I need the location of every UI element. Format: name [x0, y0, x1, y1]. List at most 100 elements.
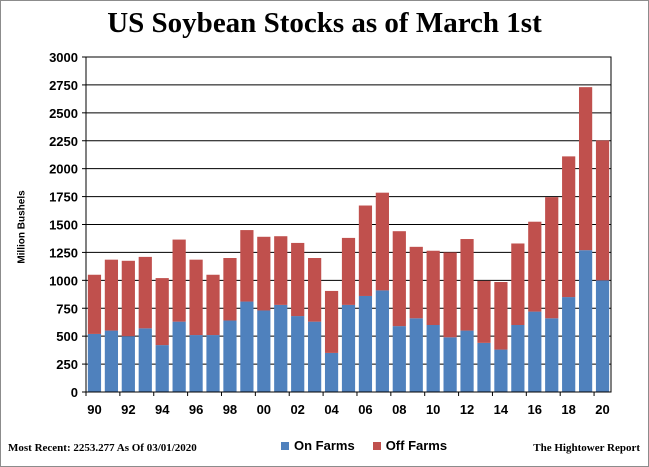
bar-on-farms-2008 [392, 326, 406, 392]
bar-off-farms-1994 [155, 278, 169, 346]
bar-on-farms-2013 [477, 342, 491, 392]
bar-on-farms-2017 [545, 318, 559, 392]
legend-swatch-on-farms [281, 441, 289, 450]
y-tick-label: 1250 [49, 245, 78, 260]
bar-on-farms-2011 [443, 337, 457, 392]
bar-off-farms-2001 [274, 236, 288, 305]
bar-on-farms-1998 [223, 320, 237, 392]
bar-off-farms-2020 [595, 140, 610, 281]
bar-on-farms-2015 [511, 325, 525, 392]
y-tick-label: 2000 [49, 162, 78, 177]
chart-title: US Soybean Stocks as of March 1st [107, 7, 542, 39]
bar-on-farms-1991 [104, 330, 119, 392]
bar-on-farms-2000 [257, 310, 271, 392]
bar-off-farms-2018 [562, 156, 576, 298]
y-tick-label: 3000 [49, 50, 78, 65]
x-tick-label: 02 [290, 402, 304, 417]
bar-off-farms-2006 [358, 205, 373, 296]
bar-off-farms-1992 [121, 260, 135, 337]
y-tick-label: 0 [71, 385, 78, 400]
x-tick-label: 94 [155, 402, 170, 417]
x-tick-label: 14 [494, 402, 509, 417]
bar-off-farms-1999 [240, 230, 254, 302]
bar-on-farms-2016 [528, 311, 542, 392]
bar-off-farms-1995 [172, 239, 186, 322]
bar-off-farms-2009 [409, 246, 423, 319]
bar-on-farms-2005 [341, 304, 356, 392]
source-credit: The Hightower Report [533, 442, 640, 454]
bar-on-farms-2009 [409, 318, 423, 392]
bar-off-farms-1991 [104, 259, 119, 331]
bar-off-farms-2004 [324, 290, 339, 353]
y-tick-label: 1500 [49, 218, 78, 233]
x-tick-label: 20 [595, 402, 609, 417]
bar-off-farms-2013 [477, 280, 491, 343]
legend-label-on-farms: On Farms [294, 438, 355, 453]
bar-on-farms-2007 [375, 290, 389, 392]
bar-off-farms-1997 [206, 274, 220, 336]
bar-off-farms-2003 [308, 258, 322, 322]
bar-on-farms-2003 [308, 321, 322, 392]
x-tick-label: 00 [257, 402, 271, 417]
bar-off-farms-2002 [291, 242, 305, 317]
x-tick-label: 04 [324, 402, 339, 417]
bar-on-farms-2001 [274, 304, 288, 392]
x-tick-label: 06 [358, 402, 372, 417]
bar-on-farms-2004 [324, 352, 339, 392]
x-tick-label: 16 [528, 402, 542, 417]
y-tick-label: 1750 [49, 190, 78, 205]
most-recent-note: Most Recent: 2253.277 As Of 03/01/2020 [8, 442, 197, 454]
bar-on-farms-1995 [172, 321, 186, 392]
x-tick-label: 98 [223, 402, 237, 417]
bar-on-farms-1994 [155, 345, 169, 392]
bar-on-farms-2002 [291, 316, 305, 392]
bar-off-farms-2007 [375, 192, 389, 291]
bar-on-farms-1993 [138, 328, 152, 392]
bar-on-farms-2006 [358, 295, 373, 392]
bar-off-farms-1993 [138, 256, 152, 329]
x-tick-label: 90 [87, 402, 101, 417]
y-tick-label: 500 [56, 329, 78, 344]
y-tick-label: 2500 [49, 106, 78, 121]
bar-off-farms-2000 [257, 236, 271, 311]
x-tick-label: 96 [189, 402, 203, 417]
bar-off-farms-2019 [578, 87, 593, 251]
bar-on-farms-2018 [562, 297, 576, 392]
x-tick-label: 10 [426, 402, 440, 417]
bar-off-farms-2014 [494, 282, 508, 350]
y-tick-label: 2250 [49, 134, 78, 149]
x-tick-label: 12 [460, 402, 474, 417]
y-tick-label: 250 [56, 357, 78, 372]
bar-on-farms-1996 [189, 335, 203, 392]
bar-on-farms-1999 [240, 301, 254, 392]
legend-swatch-off-farms [372, 441, 381, 450]
y-tick-label: 1000 [49, 273, 78, 288]
bar-on-farms-2019 [578, 250, 593, 392]
bar-off-farms-1996 [189, 259, 203, 336]
bar-on-farms-2014 [494, 349, 508, 392]
bar-on-farms-1992 [121, 336, 135, 392]
bar-off-farms-1998 [223, 258, 237, 321]
bar-off-farms-2010 [426, 250, 440, 325]
bar-off-farms-2005 [341, 237, 356, 305]
bar-on-farms-1990 [87, 333, 102, 392]
y-tick-label: 750 [56, 301, 78, 316]
x-tick-label: 92 [121, 402, 135, 417]
bar-off-farms-2008 [392, 231, 406, 327]
y-tick-label: 2750 [49, 78, 78, 93]
bar-off-farms-2012 [460, 239, 474, 331]
bar-off-farms-2016 [528, 221, 542, 312]
bar-on-farms-2010 [426, 325, 440, 392]
bar-on-farms-2012 [460, 330, 474, 392]
legend: On Farms Off Farms [281, 438, 447, 453]
x-tick-label: 18 [561, 402, 575, 417]
legend-label-off-farms: Off Farms [385, 438, 448, 453]
bar-on-farms-1997 [206, 335, 220, 392]
bar-on-farms-2020 [595, 280, 610, 392]
legend-item-off-farms: Off Farms [372, 438, 448, 453]
bar-off-farms-2017 [545, 197, 559, 319]
legend-item-on-farms: On Farms [281, 438, 355, 453]
bar-off-farms-2011 [443, 252, 457, 338]
